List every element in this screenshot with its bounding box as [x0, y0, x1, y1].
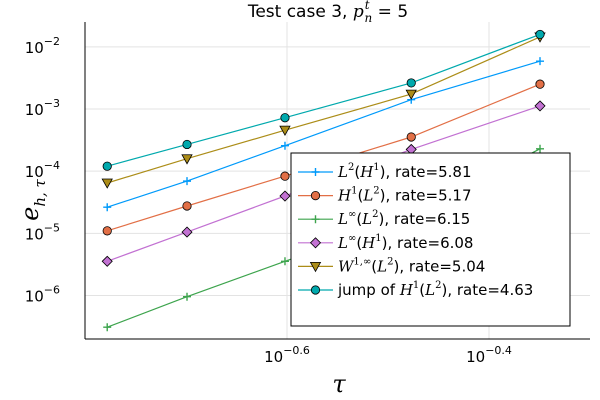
- legend-label: L2(H1), rate=5.81: [337, 162, 472, 181]
- series-2: [102, 79, 545, 236]
- y-tick-label: 10−2: [25, 35, 60, 57]
- chart-title-main: Test case 3,: [247, 2, 353, 22]
- data-point: [102, 226, 112, 236]
- data-point: [103, 203, 112, 212]
- legend-label: H1(L2), rate=5.17: [337, 186, 472, 205]
- legend-marker: [310, 285, 321, 295]
- data-point: [536, 57, 545, 66]
- legend-marker: [311, 215, 320, 224]
- data-point: [280, 257, 289, 266]
- chart-title-subscript: n: [365, 11, 373, 25]
- legend: L2(H1), rate=5.81 H1(L2), rate=5.17 L∞(L2)…: [290, 152, 571, 327]
- chart-title-symbol: p: [353, 2, 364, 22]
- legend-marker: [310, 191, 321, 201]
- y-axis-label-main: e: [16, 207, 44, 221]
- data-point: [182, 201, 192, 211]
- legend-item: L∞(H1), rate=6.08: [298, 233, 473, 252]
- data-point: [406, 78, 416, 88]
- data-point: [183, 292, 192, 301]
- data-point: [101, 178, 113, 189]
- data-point: [535, 29, 545, 40]
- y-tick-label: 10−5: [25, 221, 60, 243]
- data-point: [534, 100, 546, 112]
- legend-marker: [309, 261, 322, 273]
- legend-item: H1(L2), rate=5.17: [298, 186, 472, 205]
- data-point: [279, 125, 291, 136]
- data-point: [279, 190, 291, 202]
- chart-title: Test case 3, pt n = 5: [247, 0, 408, 25]
- data-point: [181, 154, 193, 165]
- legend-item: L∞(L2), rate=6.15: [298, 209, 470, 228]
- data-point: [181, 226, 193, 238]
- data-point: [182, 139, 192, 150]
- legend-item: jump of H1(L2), rate=4.63: [298, 280, 533, 299]
- legend-label: W1,∞(L2), rate=5.04: [338, 256, 485, 275]
- data-point: [280, 141, 289, 150]
- data-point: [103, 323, 112, 332]
- legend-label: L∞(L2), rate=6.15: [337, 209, 470, 228]
- series-4: [101, 100, 546, 267]
- data-point: [536, 144, 545, 153]
- data-point: [535, 79, 545, 89]
- chart-title-eq: = 5: [372, 2, 408, 22]
- series-line: [107, 33, 541, 167]
- legend-item: L2(H1), rate=5.81: [298, 162, 472, 181]
- y-axis-label: eh, τ: [16, 178, 49, 220]
- x-tick-label: 10−0.6: [264, 344, 310, 366]
- legend-label: jump of H1(L2), rate=4.63: [337, 280, 533, 299]
- data-point: [101, 255, 113, 267]
- series-6: [102, 29, 545, 171]
- plot-frame: [84, 22, 590, 340]
- x-tick-label: 10−0.4: [466, 344, 512, 366]
- chart-title-superscript: t: [365, 0, 370, 12]
- legend-marker: [311, 168, 320, 176]
- y-tick-label: 10−3: [25, 97, 60, 119]
- legend-item: W1,∞(L2), rate=5.04: [298, 256, 485, 275]
- y-axis-label-subscript: h, τ: [31, 178, 49, 206]
- legend-label: L∞(H1), rate=6.08: [337, 233, 473, 252]
- data-point: [102, 161, 112, 171]
- y-tick-label: 10−4: [25, 159, 60, 181]
- legend-marker: [309, 237, 322, 249]
- data-point: [280, 113, 290, 123]
- legend-box: [290, 152, 571, 327]
- y-tick-label: 10−6: [25, 283, 60, 305]
- data-point: [183, 177, 192, 186]
- x-axis-label: τ: [332, 370, 346, 398]
- tick-labels: 10−0.6 10−0.4 10−2 10−3 10−4 10−5 10−6: [25, 35, 512, 366]
- data-point: [280, 171, 290, 181]
- data-point: [406, 132, 416, 142]
- data-point: [405, 89, 417, 100]
